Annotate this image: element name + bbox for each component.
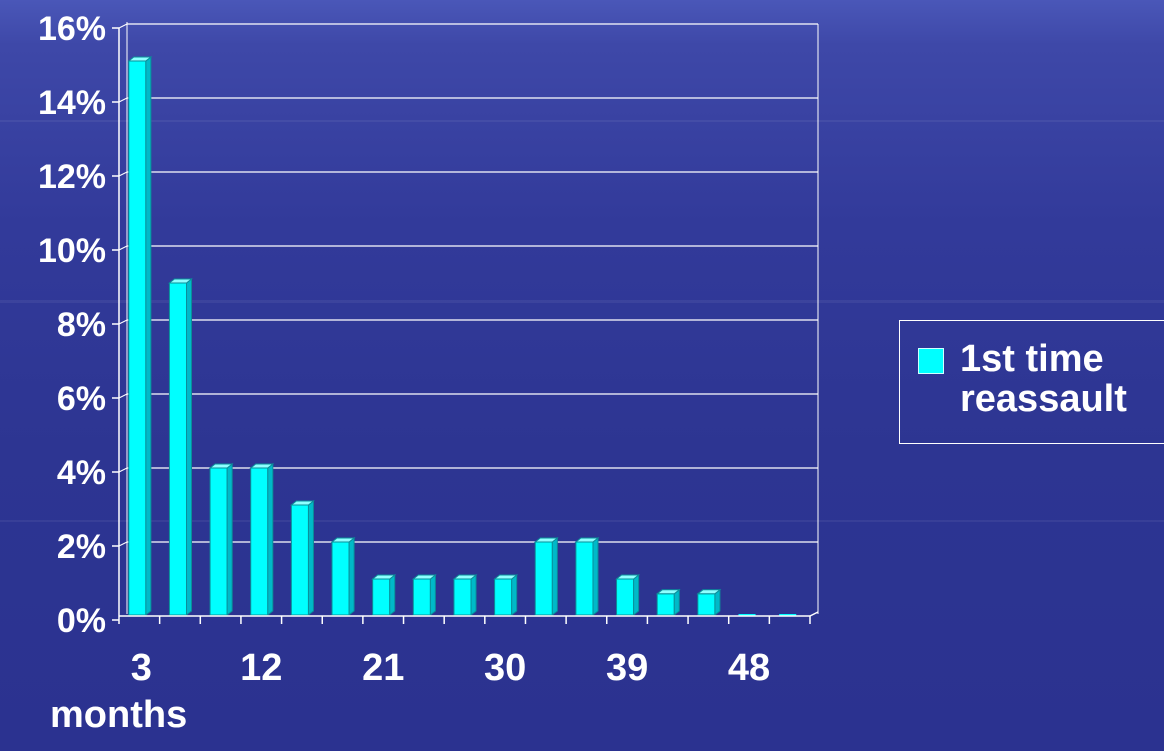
y-tick-label: 16% [38, 10, 106, 48]
bar [127, 55, 153, 617]
bar-side [267, 462, 274, 617]
bar-side [429, 573, 436, 617]
y-tick-labels: 0% 2% 4% 6% 8% 10% 12% 14% 16% [38, 10, 106, 640]
bar-top [249, 463, 275, 469]
grid-line-diagonal [118, 97, 128, 103]
bar [615, 573, 641, 617]
bar-front [494, 578, 513, 616]
bar-front [168, 282, 188, 616]
bar-top [655, 589, 681, 595]
grid-lines [118, 22, 819, 614]
legend-swatch [918, 348, 944, 374]
bar-top [533, 537, 559, 543]
bar-front [534, 541, 553, 616]
bar [452, 573, 478, 617]
x-tick-label: 30 [484, 647, 526, 689]
bar-top [696, 589, 722, 595]
bar-top [127, 56, 153, 62]
bar-side [470, 573, 477, 617]
bar-side [348, 536, 355, 617]
bar-top [330, 537, 356, 543]
x-tick-label: 3 [131, 647, 152, 689]
bar-front [290, 504, 309, 616]
x-tick-label: 39 [606, 647, 648, 689]
bar-side [511, 573, 518, 617]
grid-line-diagonal [118, 467, 128, 473]
grid-line-diagonal [118, 245, 128, 251]
bar [655, 588, 681, 617]
bar [208, 462, 234, 617]
y-tick-label: 4% [57, 454, 106, 492]
bar-top [289, 500, 315, 506]
bar-side [389, 573, 396, 617]
bar-front [453, 578, 472, 616]
grid-line-diagonal [118, 541, 128, 547]
x-tick-labels: 3 12 21 30 39 48 [131, 647, 770, 689]
bar-top [371, 574, 397, 580]
bar-front [250, 467, 269, 616]
y-tick-label: 6% [57, 380, 106, 418]
bar [330, 536, 356, 617]
bar-top [411, 574, 437, 580]
grid-line-diagonal [118, 393, 128, 399]
bar-top [615, 574, 641, 580]
bar [493, 573, 519, 617]
y-tick-label: 0% [57, 602, 106, 640]
bar [249, 462, 275, 617]
grid-line-diagonal [118, 319, 128, 325]
background-stripe [0, 300, 1164, 303]
bar [289, 499, 315, 617]
bar-front [128, 60, 147, 616]
bar-front [656, 593, 675, 616]
bar-series [127, 55, 797, 617]
y-tick-label: 14% [38, 84, 106, 122]
legend: 1st time reassault [899, 320, 1164, 444]
axes [112, 27, 819, 624]
bar-front [616, 578, 635, 616]
bar [533, 536, 559, 617]
x-tick-label: 21 [362, 647, 404, 689]
bar [411, 573, 437, 617]
bar-side [145, 55, 152, 617]
background-stripe [0, 120, 1164, 122]
bar [574, 536, 600, 617]
y-tick-label: 8% [57, 306, 106, 344]
bar-top [493, 574, 519, 580]
bar-side [592, 536, 599, 617]
bar-front [372, 578, 391, 616]
bar-front [331, 541, 350, 616]
x-tick-label: 48 [728, 647, 770, 689]
y-tick-label: 10% [38, 232, 106, 270]
bar [371, 573, 397, 617]
y-tick-label: 2% [57, 528, 106, 566]
bar [696, 588, 722, 617]
bar-side [226, 462, 233, 617]
bar [168, 277, 193, 617]
x-tick-label: 12 [240, 647, 282, 689]
bar-side [307, 499, 314, 617]
grid-line-diagonal [118, 23, 128, 29]
bar-front [412, 578, 431, 616]
bar-side [551, 536, 558, 617]
bar-front [697, 593, 716, 616]
y-tick-label: 12% [38, 158, 106, 196]
bar-front [575, 541, 594, 616]
legend-label: 1st time reassault [960, 338, 1127, 420]
x-axis-depth [809, 611, 819, 617]
background-stripe [0, 520, 1164, 522]
bar-side [633, 573, 640, 617]
grid-line-diagonal [118, 171, 128, 177]
bar-top [168, 278, 193, 284]
bar-front [209, 467, 228, 616]
bar-top [574, 537, 600, 543]
bar-top [452, 574, 478, 580]
x-axis-label: months [50, 694, 188, 736]
bar-top [208, 463, 234, 469]
bar-side [186, 277, 193, 617]
